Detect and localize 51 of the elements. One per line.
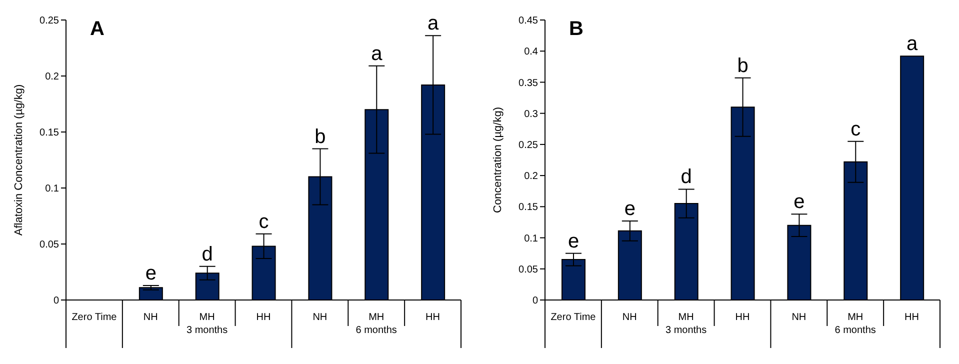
x-tick-label: MH [678,312,694,323]
data-label: d [680,166,692,188]
x-tick-label: HH [256,312,271,323]
x-tick-label: Zero Time [550,312,596,323]
y-tick-label: 0.2 [45,72,60,83]
y-tick-label: 0.05 [40,240,60,251]
chart-title: A [90,18,104,41]
text: 6 months [834,325,877,336]
y-axis-title: Concentration (µg/kg) [492,107,504,213]
text: 6 months [354,325,398,336]
y-axis-title: Aflatoxin Concentration (µg/kg) [12,84,25,236]
y-tick-label: 0.35 [518,78,538,89]
y-tick-label: 0.25 [40,16,60,27]
chart-title: B [569,18,584,41]
x-tick-label: NH [312,312,328,323]
text: 3 months [185,325,229,336]
y-tick-label: 0.15 [40,128,60,139]
x-tick-label: MH [368,312,384,323]
y-tick-label: 0.15 [518,202,538,214]
x-tick-label: NH [792,312,806,323]
y-tick-label: 0 [532,296,538,307]
data-label: e [794,191,805,214]
data-label: b [737,54,748,77]
y-tick-label: 0.25 [518,140,538,151]
y-tick-label: 0.3 [524,108,538,120]
x-tick-label: HH [426,312,440,323]
data-label: b [314,126,326,148]
data-label: a [371,42,384,65]
x-tick-label: HH [904,312,920,323]
x-tick-label: HH [735,312,750,323]
data-label: d [202,243,213,266]
x-tick-label: NH [143,312,158,323]
y-tick-label: 0.1 [45,184,60,195]
y-tick-label: 0.05 [518,264,538,276]
x-tick-label: MH [848,312,864,323]
data-label: a [906,33,919,56]
data-label: c [850,118,861,140]
y-tick-label: 0 [53,296,60,307]
x-tick-label: NH [622,312,637,323]
y-tick-label: 0.2 [524,171,538,182]
x-tick-label: Zero Time [72,312,118,323]
y-tick-label: 0.45 [518,16,538,27]
data-label: e [568,230,580,252]
y-tick-label: 0.1 [524,233,538,244]
x-tick-label: MH [199,312,215,323]
data-label: e [145,262,156,284]
text: 3 months [664,325,708,336]
y-tick-label: 0.4 [524,46,538,58]
data-label: a [428,12,440,35]
data-label: c [258,210,269,233]
data-label: e [624,198,636,220]
